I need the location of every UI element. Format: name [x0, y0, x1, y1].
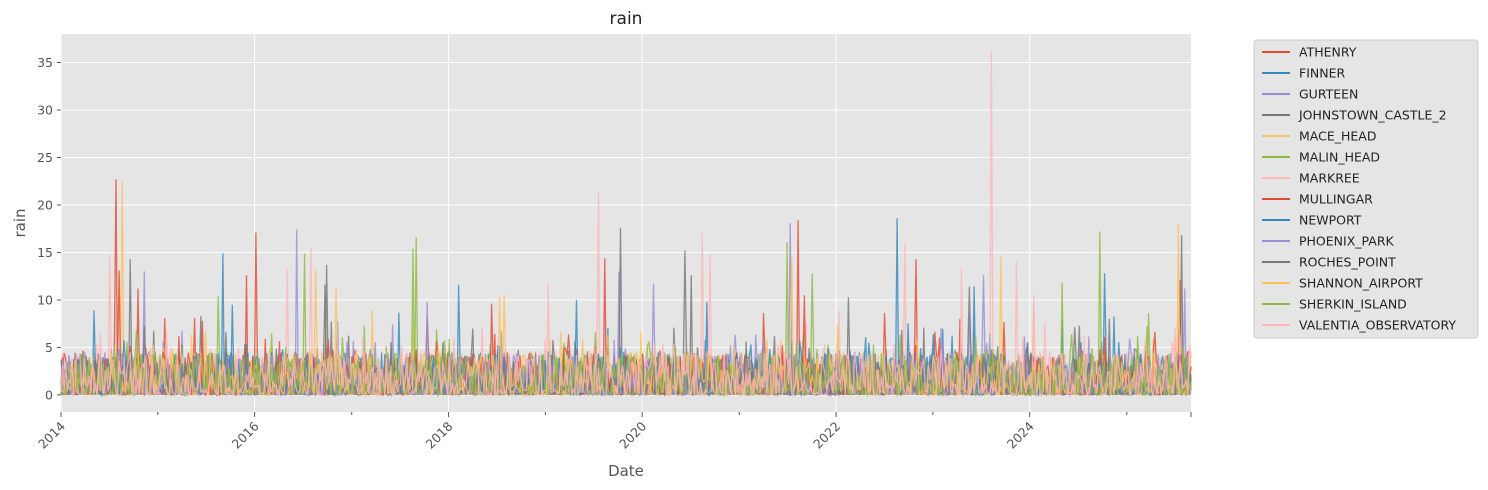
y-tick-label: 20: [37, 197, 53, 212]
legend-label-shannon_airport: SHANNON_AIRPORT: [1299, 276, 1423, 291]
y-tick-label: 15: [37, 245, 53, 260]
legend-label-phoenix_park: PHOENIX_PARK: [1299, 234, 1394, 249]
legend-label-markree: MARKREE: [1299, 171, 1360, 186]
x-tick-label: 2022: [810, 419, 843, 452]
y-axis: 0 5 10 15 20 25 30 35: [37, 55, 61, 402]
x-axis-label: Date: [608, 462, 644, 480]
legend-label-mace_head: MACE_HEAD: [1299, 129, 1376, 144]
legend-label-valentia_observatory: VALENTIA_OBSERVATORY: [1299, 318, 1456, 333]
y-tick-label: 35: [37, 55, 53, 70]
legend-label-mullingar: MULLINGAR: [1299, 192, 1373, 207]
y-axis-label: rain: [11, 208, 29, 237]
plot-area: [60, 34, 1192, 412]
series-lines: [60, 51, 1192, 398]
legend: ATHENRY FINNER GURTEEN JOHNSTOWN_CASTLE_2 MA…: [1253, 39, 1479, 339]
chart-title: rain: [610, 9, 643, 29]
x-tick-label: 2014: [35, 418, 68, 451]
legend-label-roches_point: ROCHES_POINT: [1299, 255, 1396, 270]
x-axis: 2014 2016 2018 2020 2022 2024: [35, 412, 1192, 452]
y-tick-label: 10: [37, 292, 53, 307]
legend-label-malin_head: MALIN_HEAD: [1299, 150, 1380, 165]
series-line-valentia_observatory: [60, 247, 1192, 398]
y-tick-label: 30: [37, 102, 53, 117]
legend-label-gurteen: GURTEEN: [1299, 87, 1358, 102]
x-tick-label: 2020: [616, 418, 649, 451]
legend-box: [1253, 39, 1479, 339]
legend-label-finner: FINNER: [1299, 66, 1345, 81]
y-tick-label: 0: [45, 387, 53, 402]
legend-label-johnstown_castle_2: JOHNSTOWN_CASTLE_2: [1298, 108, 1447, 123]
legend-items: ATHENRY FINNER GURTEEN JOHNSTOWN_CASTLE_2 MA…: [1262, 45, 1456, 333]
y-tick-label: 5: [45, 340, 53, 355]
y-tick-label: 25: [37, 150, 53, 165]
x-tick-label: 2024: [1004, 418, 1037, 451]
legend-label-athenry: ATHENRY: [1299, 45, 1357, 60]
legend-label-sherkin_island: SHERKIN_ISLAND: [1299, 297, 1407, 312]
x-tick-label: 2016: [229, 418, 262, 451]
legend-label-newport: NEWPORT: [1299, 213, 1362, 228]
x-tick-label: 2018: [423, 418, 456, 451]
